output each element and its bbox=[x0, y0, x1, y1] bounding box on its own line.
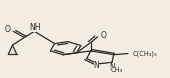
Text: O: O bbox=[100, 31, 106, 40]
Text: O: O bbox=[5, 25, 11, 34]
Text: N: N bbox=[94, 61, 99, 70]
Text: C(CH₃)₃: C(CH₃)₃ bbox=[133, 50, 157, 57]
Text: CH₃: CH₃ bbox=[111, 67, 123, 73]
Text: NH: NH bbox=[30, 23, 41, 32]
Text: N: N bbox=[109, 63, 115, 72]
